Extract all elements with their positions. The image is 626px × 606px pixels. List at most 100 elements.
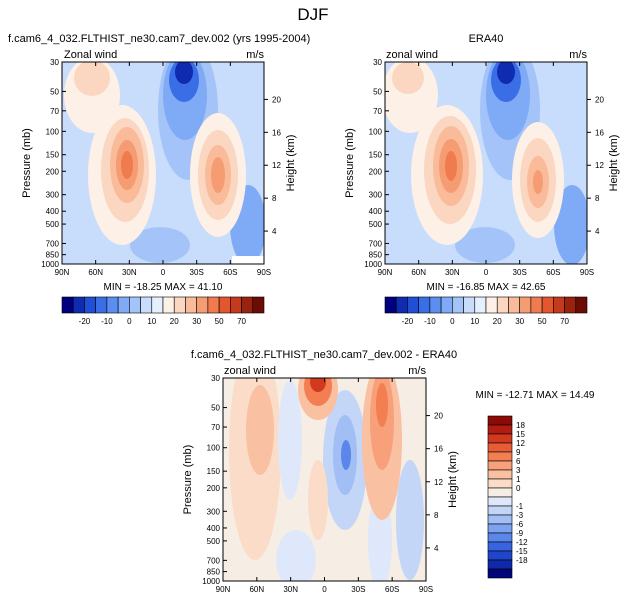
cbar-model-swatch [218,296,231,314]
model-xtick-label: 30N [122,268,137,277]
era40-ytick-label: 30 [373,58,382,67]
cbar-diff-swatch [487,523,513,534]
era40-y2tick-label: 4 [595,227,600,236]
colorbar-model: -20 -10 0 10 20 30 50 70 [61,296,265,326]
cbar-diff-swatch [487,478,513,489]
cbar-era40-swatch [474,296,487,314]
model-ytick-label: 700 [46,239,60,248]
cbar-era40-swatch [395,296,408,314]
cbar-diff-swatch [487,505,513,516]
model-sh-jet-4 [211,157,225,193]
cbar-era40-label: 20 [493,317,502,326]
cbar-model-swatch [241,296,254,314]
cbar-model-swatch [106,296,119,314]
figure-title: DJF [297,5,328,24]
cbar-model-swatch [61,296,74,314]
cbar-diff-label: -18 [516,556,528,565]
panel-era40-field [385,62,587,264]
model-easterly-4 [175,62,193,84]
era40-ytick-label: 850 [369,251,383,260]
cbar-model-swatch [196,296,209,314]
era40-ytick-label: 400 [369,207,383,216]
cbar-model-label: 0 [127,317,132,326]
model-low-easterly-n [130,227,190,263]
panel-diff-subtitle: zonal wind [224,365,276,377]
cbar-era40-label: 0 [450,317,455,326]
model-ylabel: Pressure (mb) [21,128,33,198]
cbar-diff-label: 3 [516,466,521,475]
cbar-diff-label: 9 [516,448,521,457]
cbar-model-label: -10 [101,317,113,326]
cbar-diff-swatch [487,550,513,561]
era40-xtick-label: 30N [445,268,460,277]
model-ytick-label: 400 [46,207,60,216]
diff-ytick-label: 30 [211,374,220,383]
era40-ytick-label: 200 [369,167,383,176]
model-ylabel-right: Height (km) [285,135,297,192]
cbar-era40-swatch [463,296,476,314]
model-y2tick-label: 12 [272,161,281,170]
cbar-era40-swatch [418,296,431,314]
diff-ytick-label: 700 [207,556,221,565]
cbar-diff-swatch [487,514,513,525]
cbar-model-label: 50 [215,317,224,326]
model-xtick-label: 0 [161,268,166,277]
diff-y2tick-label: 4 [434,544,439,553]
era40-nh-strat-2 [392,62,424,94]
model-y2tick-label: 16 [272,128,281,137]
model-xtick-label: 60S [223,268,237,277]
model-ytick-label: 300 [46,191,60,200]
cbar-era40-label: 50 [538,317,547,326]
diff-trop-pos-3 [310,378,326,392]
panel-model-units: m/s [246,49,264,61]
model-xtick-label: 60N [88,268,103,277]
cbar-diff-label: 6 [516,457,521,466]
cbar-model-label: 70 [237,317,246,326]
cbar-model-swatch [252,296,265,314]
era40-y2tick-label: 16 [595,128,604,137]
model-ytick-label: 50 [50,87,59,96]
panel-era40-units: m/s [569,49,587,61]
cbar-diff-swatch [487,568,513,579]
diff-neg-7 [396,460,424,580]
era40-ytick-label: 150 [369,151,383,160]
era40-ytick-label: 300 [369,191,383,200]
panel-model-field [62,62,264,264]
era40-xtick-label: 30S [513,268,527,277]
panel-model-stats: MIN = -18.25 MAX = 41.10 [104,282,223,293]
era40-ytick-label: 1000 [364,260,382,269]
cbar-era40-swatch [553,296,565,314]
era40-y2tick-label: 12 [595,161,604,170]
era40-xtick-label: 90N [378,268,393,277]
cbar-era40-swatch [440,296,453,314]
model-y2tick-label: 8 [272,194,277,203]
diff-ytick-label: 70 [211,423,220,432]
cbar-diff-label: -3 [516,511,524,520]
panel-model-subtitle: Zonal wind [64,49,117,61]
cbar-era40-swatch [485,296,498,314]
era40-ytick-label: 50 [373,87,382,96]
diff-nh-pos-2 [246,385,274,475]
diff-ylabel: Pressure (mb) [182,445,194,515]
diff-ytick-label: 300 [207,507,221,516]
panel-era40-subtitle: zonal wind [386,49,438,61]
diff-xtick-label: 30N [283,585,298,594]
model-ytick-label: 30 [50,58,59,67]
diff-xtick-label: 90N [216,585,231,594]
diff-trop-pos-4 [308,460,328,540]
era40-y2tick-label: 20 [595,95,604,104]
model-ytick-label: 850 [46,251,60,260]
model-ytick-label: 1000 [41,260,59,269]
era40-nh-jet-5 [445,151,457,181]
cbar-diff-swatch [487,469,513,480]
cbar-diff-swatch [487,559,513,570]
cbar-diff-swatch [487,487,513,498]
cbar-model-swatch [230,296,242,314]
era40-low-easterly-n [455,227,515,263]
diff-ytick-label: 1000 [202,577,220,586]
cbar-diff-label: -1 [516,502,524,511]
diff-sh-pos-3 [376,383,388,427]
cbar-model-swatch [140,296,153,314]
diff-neg-4 [341,440,351,470]
era40-ytick-label: 70 [373,107,382,116]
